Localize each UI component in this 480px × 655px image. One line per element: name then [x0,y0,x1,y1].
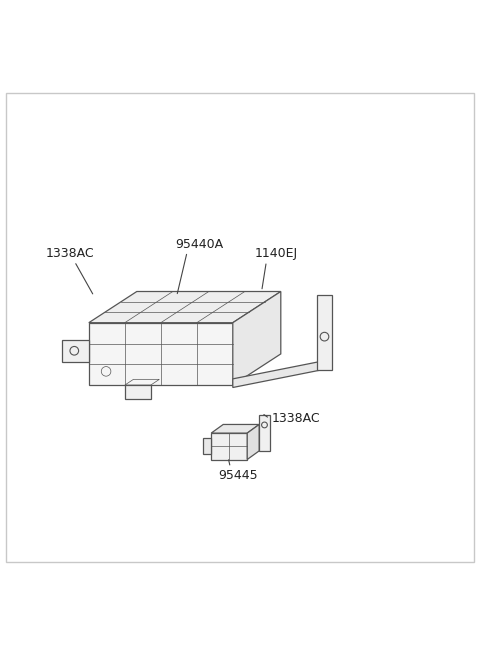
Polygon shape [62,340,89,362]
Text: 1338AC: 1338AC [46,248,94,260]
Polygon shape [247,424,259,460]
Polygon shape [211,433,247,460]
Polygon shape [317,295,332,370]
Polygon shape [259,415,270,451]
Polygon shape [233,362,319,388]
Polygon shape [211,424,259,433]
Text: 95445: 95445 [218,469,258,482]
Polygon shape [89,291,281,323]
Polygon shape [125,385,151,398]
Text: 1140EJ: 1140EJ [254,248,298,260]
Text: 1338AC: 1338AC [271,412,320,425]
Polygon shape [89,323,233,385]
Polygon shape [203,438,211,454]
Polygon shape [233,291,281,385]
Text: 95440A: 95440A [175,238,223,251]
